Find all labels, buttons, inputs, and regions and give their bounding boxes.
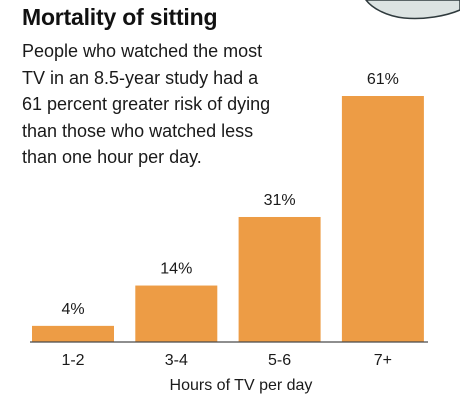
data-label: 4% [61,301,84,318]
data-label: 31% [264,192,296,209]
subtitle-line: than one hour per day. [22,147,202,167]
bar-7+ [341,96,424,342]
subtitle-line: than those who watched less [22,120,254,141]
bar-1-2 [32,325,114,342]
subtitle-line: People who watched the most [22,41,263,61]
x-tick-label: 7+ [374,352,392,369]
subtitle-line: 61 percent greater risk of dying [22,94,271,114]
chart-subtitle: People who watched the most TV in an 8.5… [22,38,332,171]
data-label: 61% [367,71,399,88]
x-tick-label: 1-2 [61,352,84,369]
data-label: 14% [160,261,192,278]
x-tick-label: 3-4 [165,352,188,369]
x-tick-label: 5-6 [268,352,291,369]
x-axis-label: Hours of TV per day [170,377,313,394]
bar-5-6 [238,216,321,342]
chart-title: Mortality of sitting [22,4,218,30]
bar-3-4 [135,285,218,342]
subtitle-line: TV in an 8.5-year study had a [22,67,259,88]
